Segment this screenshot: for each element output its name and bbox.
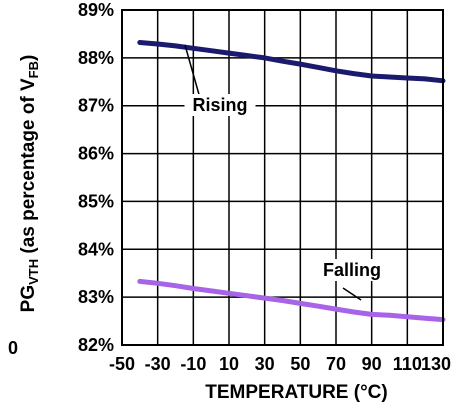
series-line-falling — [137, 278, 446, 323]
y-tick-label: 85% — [78, 191, 114, 211]
annotation-label-rising: Rising — [192, 95, 247, 115]
y-tick-label: 82% — [78, 335, 114, 355]
annotation-leader-rising — [184, 44, 201, 99]
x-tick-label: 30 — [255, 354, 275, 374]
x-tick-label: 50 — [290, 354, 310, 374]
annotation-label-falling: Falling — [323, 260, 381, 280]
y-axis-label-middle: (as percentage of V — [18, 78, 39, 259]
x-tick-label: 110 — [393, 354, 422, 374]
x-axis-ticks: -50 -30 -10 10 30 50 70 90 110 130 — [109, 354, 451, 374]
annotation-background — [311, 259, 393, 281]
y-tick-label: 86% — [78, 144, 114, 164]
y-tick-label: 89% — [78, 0, 114, 20]
x-tick-label: 130 — [421, 354, 451, 374]
y-axis-label-sub2: FB — [26, 61, 41, 78]
y-tick-label: 83% — [78, 287, 114, 307]
plot-area-frame — [121, 9, 444, 346]
y-tick-label: 87% — [78, 96, 114, 116]
x-tick-label: 70 — [326, 354, 346, 374]
x-tick-label: -50 — [109, 354, 135, 374]
y-tick-label: 88% — [78, 48, 114, 68]
y-axis-label-main: PG — [18, 285, 39, 312]
y-axis-label-sub1: VTH — [26, 259, 41, 285]
x-axis-label: TEMPERATURE (°C) — [205, 382, 387, 403]
edge-tick-label: 0 — [8, 338, 18, 358]
annotation-leader-falling — [342, 287, 362, 301]
x-tick-label: 90 — [362, 354, 382, 374]
y-axis-label-end: ) — [18, 55, 39, 61]
series-line-rising — [137, 40, 446, 84]
x-tick-label: -10 — [180, 354, 206, 374]
annotations: Rising Falling — [184, 44, 393, 301]
series-lines — [137, 40, 446, 323]
y-axis-label: PGVTH (as percentage of VFB) — [18, 55, 41, 313]
y-axis-ticks: 82% 83% 84% 85% 86% 87% 88% 89% — [78, 0, 114, 355]
y-tick-label: 84% — [78, 239, 114, 259]
x-tick-label: 10 — [219, 354, 239, 374]
x-tick-label: -30 — [145, 354, 171, 374]
annotation-background — [184, 94, 256, 116]
